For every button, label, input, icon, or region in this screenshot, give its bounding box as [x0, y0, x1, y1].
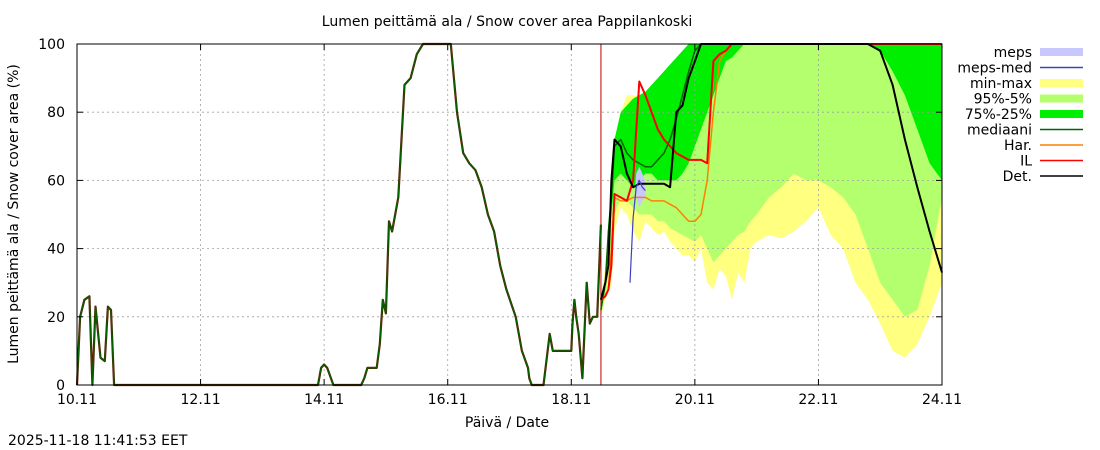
x-tick-label: 22.11	[798, 392, 838, 408]
y-axis-label: Lumen peittämä ala / Snow cover area (%)	[6, 64, 22, 364]
legend-label-il: IL	[1020, 154, 1032, 170]
legend-swatch-min-max	[1040, 79, 1083, 87]
legend-swatch-meps	[1040, 48, 1083, 56]
legend-label-75-25: 75%-25%	[965, 107, 1032, 123]
x-tick-label: 24.11	[922, 392, 962, 408]
band-75-25	[600, 44, 942, 310]
legend-swatch-95-5	[1040, 94, 1083, 103]
x-tick-label: 10.11	[57, 392, 97, 408]
x-tick-label: 20.11	[675, 392, 715, 408]
legend-label-det: Det.	[1003, 169, 1032, 185]
history-line-median	[76, 43, 602, 386]
legend-label-95-5: 95%-5%	[974, 92, 1032, 108]
legend-label-min-max: min-max	[970, 76, 1032, 92]
y-tick-label: 60	[47, 173, 65, 189]
y-tick-label: 0	[56, 378, 65, 394]
x-tick-label: 16.11	[428, 392, 468, 408]
legend: mepsmeps-medmin-max95%-5%75%-25%mediaani…	[957, 45, 1083, 185]
x-axis-label: Päivä / Date	[465, 415, 549, 431]
chart-title: Lumen peittämä ala / Snow cover area Pap…	[322, 14, 692, 30]
meps-med-line	[629, 179, 646, 283]
history-line-det	[75, 42, 602, 387]
timestamp: 2025-11-18 11:41:53 EET	[8, 433, 188, 449]
x-tick-label: 14.11	[304, 392, 344, 408]
x-tick-label: 18.11	[551, 392, 591, 408]
y-tick-label: 20	[47, 310, 65, 326]
x-tick-label: 12.11	[181, 392, 221, 408]
y-tick-label: 100	[38, 37, 65, 53]
legend-label-mediaani: mediaani	[967, 123, 1032, 139]
y-tick-label: 40	[47, 242, 65, 258]
plot-frame	[76, 43, 943, 386]
legend-label-meps-med: meps-med	[957, 61, 1032, 77]
legend-label-har: Har.	[1004, 138, 1032, 154]
band-meps	[630, 166, 646, 283]
legend-swatch-75-25	[1040, 110, 1083, 118]
legend-label-meps: meps	[994, 45, 1032, 61]
y-tick-label: 80	[47, 105, 65, 121]
